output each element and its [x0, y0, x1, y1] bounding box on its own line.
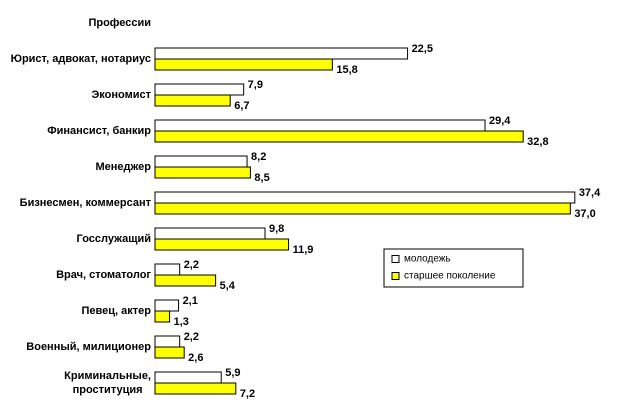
bar [154, 371, 222, 384]
value-label: 5,4 [220, 280, 236, 292]
value-label: 2,1 [183, 295, 198, 307]
legend-box [383, 248, 524, 288]
legend-label: старшее поколение [404, 271, 496, 282]
bar [154, 263, 181, 276]
value-label: 1,3 [174, 316, 189, 328]
category-label: Юрист, адвокат, нотариус [10, 53, 151, 65]
category-label: Менеджер [95, 161, 151, 173]
bar [154, 274, 217, 287]
value-label: 8,5 [254, 172, 269, 184]
bar [154, 382, 237, 395]
category-label: Врач, стоматолог [56, 269, 151, 281]
bar [154, 299, 180, 312]
category-label: Бизнесмен, коммерсант [19, 197, 151, 209]
bar [154, 119, 486, 132]
legend-swatch [391, 255, 400, 263]
value-label: 15,8 [336, 64, 357, 76]
value-label: 9,8 [269, 223, 284, 235]
value-label: 7,9 [248, 79, 263, 91]
bar [154, 155, 248, 168]
value-label: 7,2 [240, 388, 255, 400]
value-label: 22,5 [412, 43, 433, 55]
category-label: Криминальные, проституция [64, 370, 151, 396]
bar [154, 94, 231, 107]
bar [154, 191, 576, 204]
value-label: 32,8 [527, 136, 548, 148]
legend: молодежь старшее поколение [383, 248, 524, 288]
bar [154, 202, 571, 215]
category-label: Госслужащий [76, 233, 151, 245]
value-label: 2,6 [188, 352, 203, 364]
legend-swatch [391, 272, 400, 280]
value-label: 37,0 [574, 208, 595, 220]
value-label: 5,9 [225, 367, 240, 379]
bar [154, 47, 409, 60]
bar [154, 310, 171, 323]
value-label: 11,9 [293, 244, 314, 256]
category-axis-title: Профессии [88, 17, 151, 29]
bar [154, 335, 181, 348]
value-label: 2,2 [184, 259, 199, 271]
value-label: 8,2 [251, 151, 266, 163]
bar [154, 346, 185, 359]
bar [154, 238, 290, 251]
category-label: Финансист, банкир [47, 125, 151, 137]
bar [154, 130, 524, 143]
category-label: Военный, милиционер [26, 341, 151, 353]
category-label: Певец, актер [81, 305, 151, 317]
value-label: 2,2 [184, 331, 199, 343]
legend-label: молодежь [404, 254, 451, 265]
category-label: Экономист [91, 89, 151, 101]
bar [154, 166, 251, 179]
bar [154, 227, 266, 240]
bar [154, 83, 245, 96]
bar [154, 58, 333, 71]
value-label: 37,4 [579, 187, 601, 199]
value-label: 29,4 [489, 115, 511, 127]
value-label: 6,7 [234, 100, 249, 112]
